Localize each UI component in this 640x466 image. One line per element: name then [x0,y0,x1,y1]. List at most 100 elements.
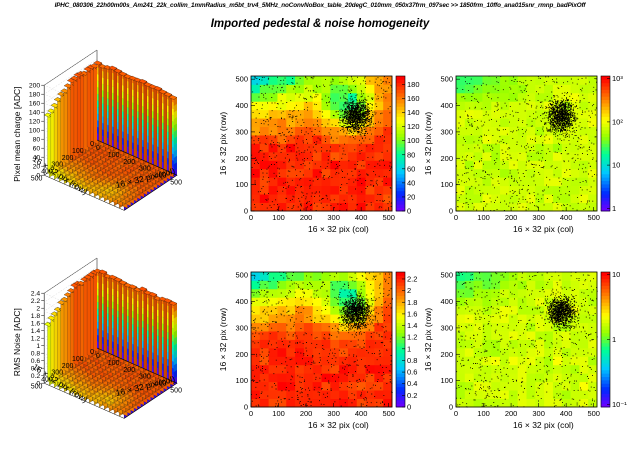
heatmap-cell [365,92,375,102]
heatmap-cell [561,339,571,349]
heatmap-cell [259,160,270,170]
heatmap-cell [456,272,466,281]
heatmap-cell [383,314,393,324]
heatmap-cell [579,373,589,383]
heatmap-cell [277,364,287,374]
heatmap-cell [491,126,501,136]
heatmap-cell [277,280,287,290]
z-tick-label: 0 [36,381,40,388]
heatmap-cell [356,364,366,374]
heatmap-cell [251,202,261,212]
heatmap-cell [570,101,580,111]
heatmap-cell [330,92,340,102]
heatmap-cell [374,177,384,187]
heatmap-cell [374,126,384,136]
heatmap-cell [491,297,501,307]
plot-frame [455,271,598,408]
heatmap-cell [535,390,545,399]
heatmap-cell [526,185,536,195]
heatmap-cell [312,347,322,357]
heatmap-cell [277,84,287,94]
heatmap-cell [303,272,314,281]
bar-top [138,79,148,84]
heatmap-cell [561,331,571,340]
heatmap-cell [251,322,261,332]
heatmap-cell [312,322,322,332]
heatmap-cell [286,92,296,102]
base-frame [96,347,178,419]
heatmap-cell [579,76,589,85]
colorbar-step [396,160,405,165]
heatmap-cell [544,373,554,383]
heatmap-cell [579,364,589,374]
heatmap-cell [356,151,366,161]
heatmap-cell [464,143,475,153]
x-tick-label: 300 [532,213,545,222]
heatmap-cell [295,373,305,383]
heatmap-cell [303,101,314,111]
heatmap-cell [570,126,580,136]
heatmap-cell [295,322,305,332]
x-tick-label: 0 [454,213,458,222]
heatmap-cell [303,331,314,340]
heatmap-cell [321,272,331,281]
heatmap-cell [259,364,270,374]
heatmap-cell [500,280,510,290]
bar-face [108,276,113,357]
heatmap-cell [526,339,536,349]
heatmap-cell [500,101,510,111]
x-tick-label: 300 [139,374,151,381]
noise-map-panel: 0 100 200 300 400 500 0 100 200 300 400 500 16 × 32 … [218,271,417,430]
heatmap-cell [374,76,384,85]
heatmap-cell [508,347,519,357]
heatmap-cell [464,314,475,324]
heatmap-cell [259,151,270,161]
heatmap-cell [456,381,466,391]
colorbar-step [601,302,610,307]
heatmap-cell [383,297,393,307]
heatmap-cell [464,151,475,161]
x-tick-label: 400 [560,409,573,418]
heatmap-cell [251,76,261,85]
heatmap-cell [508,373,519,383]
heatmap-cell [508,322,519,332]
x-axis-label: 16 × 32 pix (col) [308,224,369,234]
heatmap-cell [579,202,589,212]
z-tick-label: 0.6 [31,358,41,365]
heatmap-cell [268,381,278,391]
heatmap-cell [535,381,545,391]
heatmap-cell [356,109,366,119]
heatmap-cell [295,126,305,136]
colorbar-step [396,349,405,354]
colorbar-step [601,288,610,293]
x-tick-label: 300 [327,409,340,418]
heatmap-cell [347,331,358,340]
heatmap-cell [347,143,358,153]
heatmap-cell [251,356,261,366]
heatmap-cell [544,118,554,128]
heatmap-cell [456,373,466,383]
heatmap-cell [286,160,296,170]
colorbar-step [396,89,405,94]
heatmap-cell [365,194,375,203]
heatmap-cell [535,194,545,203]
heatmap-cell [456,280,466,290]
heatmap-cell [356,143,366,153]
heatmap-cell [491,92,501,102]
heatmap-cell [500,76,510,85]
y-axis-label: 16 × 32 pix (row) [218,308,228,372]
heatmap-cell [295,339,305,349]
colorbar-step [396,275,405,280]
colorbar-step [601,359,610,364]
colorbar-step [601,173,610,178]
heatmap-cell [508,151,519,161]
heatmap-cell [482,339,492,349]
heatmap-cell [526,390,536,399]
colorbar-step [601,79,610,84]
heatmap-cell [356,194,366,203]
colorbar-step [396,157,405,161]
heatmap-cell [259,280,270,290]
x-tick-label: 500 [170,387,182,394]
heatmap-cell [579,185,589,195]
heatmap-cell [303,373,314,383]
